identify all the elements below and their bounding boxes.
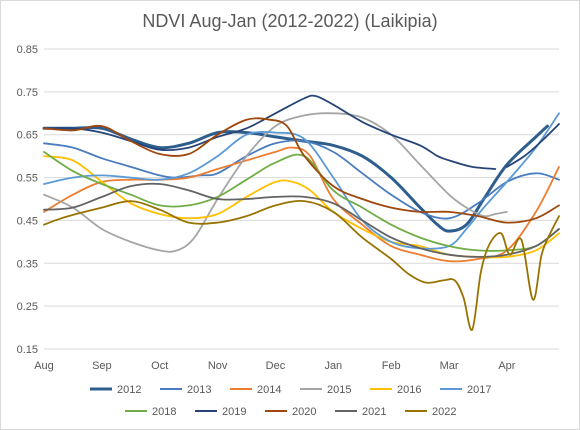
y-tick-label: 0.75 (17, 87, 38, 99)
x-tick-label: Apr (498, 360, 515, 372)
y-tick-label: 0.45 (17, 215, 38, 227)
legend-item-2013: 2013 (160, 384, 211, 396)
series-line-2015 (43, 112, 508, 253)
y-tick-label: 0.25 (17, 301, 38, 313)
gridlines (44, 48, 559, 350)
legend-item-2017: 2017 (440, 384, 491, 396)
legend-label: 2019 (222, 406, 246, 418)
x-tick-label: Aug (34, 360, 54, 372)
series-line-2021 (43, 182, 560, 258)
legend-label: 2021 (362, 406, 386, 418)
legend-item-2019: 2019 (195, 406, 246, 418)
y-tick-label: 0.65 (17, 130, 38, 142)
series-lines (42, 94, 560, 331)
legend-label: 2016 (397, 384, 421, 396)
x-tick-label: Oct (151, 360, 168, 372)
series-line-2020 (43, 117, 560, 224)
legend-item-2012: 2012 (90, 384, 141, 396)
x-tick-label: Mar (440, 360, 459, 372)
legend-item-2020: 2020 (265, 406, 316, 418)
y-axis-ticks: 0.15 0.25 0.35 0.45 0.55 0.65 0.75 0.85 (17, 44, 38, 356)
series-line-2022 (43, 199, 560, 331)
x-tick-label: Jan (324, 360, 342, 372)
x-tick-label: Dec (266, 360, 286, 372)
y-tick-label: 0.85 (17, 44, 38, 56)
legend-label: 2018 (152, 406, 176, 418)
legend-label: 2012 (117, 384, 141, 396)
legend-label: 2013 (187, 384, 211, 396)
legend-label: 2017 (467, 384, 491, 396)
x-tick-label: Sep (92, 360, 112, 372)
legend-label: 2014 (257, 384, 281, 396)
y-tick-label: 0.15 (17, 344, 38, 356)
legend-label: 2020 (292, 406, 316, 418)
y-tick-label: 0.35 (17, 258, 38, 270)
x-axis-ticks: Aug Sep Oct Nov Dec Jan Feb Mar Apr (34, 360, 516, 372)
series-line-2013 (43, 139, 560, 220)
legend-item-2014: 2014 (230, 384, 281, 396)
legend-item-2021: 2021 (335, 406, 386, 418)
legend-item-2016: 2016 (370, 384, 421, 396)
series-line-2012 (42, 124, 549, 233)
x-tick-label: Nov (208, 360, 228, 372)
series-line-2014 (43, 146, 560, 263)
chart-title: NDVI Aug-Jan (2012-2022) (Laikipia) (142, 11, 438, 31)
y-tick-label: 0.55 (17, 173, 38, 185)
series-line-2017 (43, 112, 560, 250)
x-tick-label: Feb (382, 360, 401, 372)
legend-label: 2015 (327, 384, 351, 396)
legend-label: 2022 (432, 406, 456, 418)
legend-item-2015: 2015 (300, 384, 351, 396)
legend-item-2018: 2018 (125, 406, 176, 418)
series-line-2016 (43, 155, 560, 259)
series-line-2019b (506, 123, 560, 168)
legend: 2012 2013 2014 2015 2016 2017 2018 2019 2020 2021… (90, 384, 491, 418)
legend-item-2022: 2022 (405, 406, 456, 418)
